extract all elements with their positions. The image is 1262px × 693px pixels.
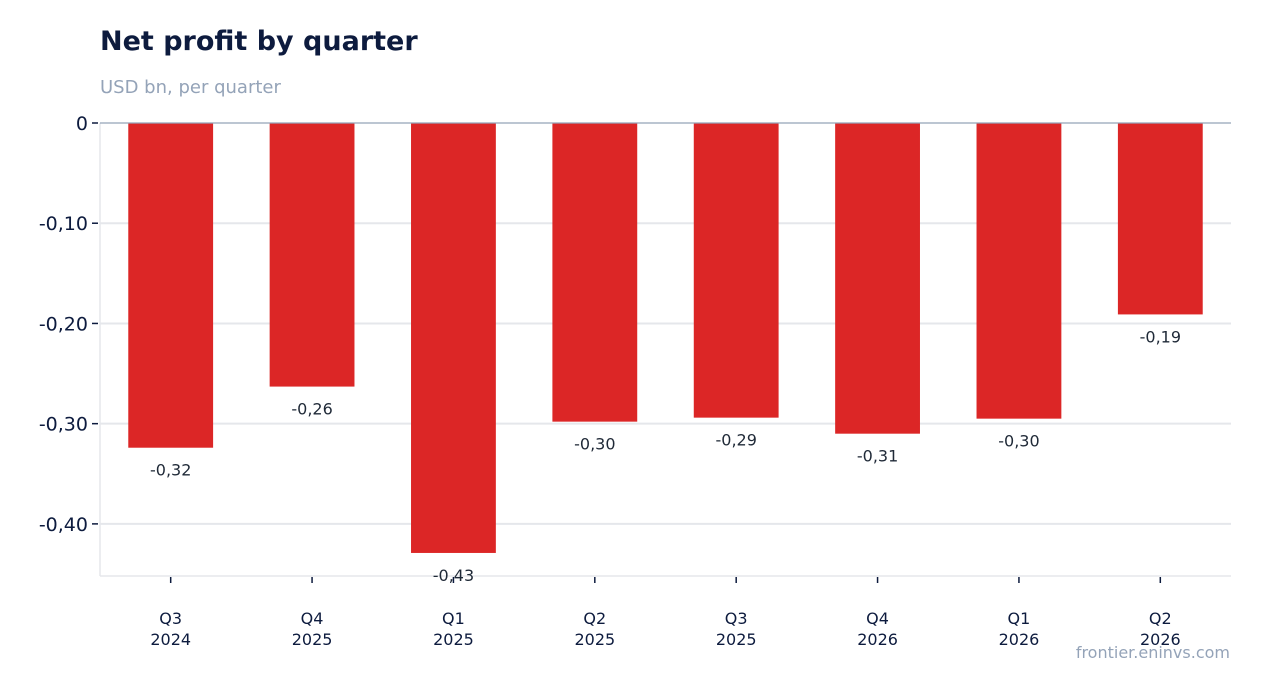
- x-tick-label: Q2: [583, 609, 606, 628]
- bar: [269, 123, 355, 387]
- y-tick-label: -0,20: [39, 313, 88, 335]
- data-label: -0,19: [1140, 327, 1181, 346]
- source-credit: frontier.eninvs.com: [1075, 643, 1230, 662]
- x-tick-label: Q1: [442, 609, 465, 628]
- labels: 0 -0,10 -0,20 -0,30 -0,40 -0,32 Q3 2024 -0,26 Q4 2…: [39, 113, 1181, 649]
- y-tick-label: -0,10: [39, 213, 88, 235]
- bar: [976, 123, 1062, 419]
- x-tick-label: 2025: [574, 630, 615, 649]
- bar: [411, 123, 496, 553]
- x-tick-label: Q3: [725, 609, 748, 628]
- bar: [835, 123, 920, 434]
- chart-title: Net profit by quarter: [100, 26, 418, 57]
- data-label: -0,31: [857, 447, 898, 466]
- chart-subtitle: USD bn, per quarter: [100, 77, 281, 98]
- y-tick-label: 0: [76, 113, 88, 135]
- bar: [693, 123, 779, 418]
- bar: [128, 123, 214, 448]
- data-label: -0,29: [715, 431, 756, 450]
- x-tick-label: Q3: [159, 609, 182, 628]
- data-label: -0,30: [998, 432, 1039, 451]
- data-label: -0,26: [291, 400, 332, 419]
- axes: [92, 122, 1231, 583]
- x-tick-label: 2026: [999, 630, 1040, 649]
- bar: [1117, 123, 1203, 315]
- x-tick-label: 2024: [150, 630, 191, 649]
- x-tick-label: Q2: [1149, 609, 1172, 628]
- bars: [128, 123, 1203, 553]
- data-label: -0,43: [433, 566, 474, 585]
- x-tick-label: 2026: [857, 630, 898, 649]
- x-tick-label: 2026: [1140, 630, 1181, 649]
- x-tick-label: 2025: [716, 630, 757, 649]
- x-tick-label: Q4: [301, 609, 324, 628]
- x-tick-label: Q1: [1008, 609, 1031, 628]
- y-tick-label: -0,40: [39, 514, 88, 536]
- bar: [552, 123, 638, 422]
- x-tick-label: Q4: [866, 609, 889, 628]
- x-tick-label: 2025: [433, 630, 474, 649]
- y-tick-label: -0,30: [39, 414, 88, 436]
- x-tick-label: 2025: [292, 630, 333, 649]
- data-label: -0,32: [150, 461, 191, 480]
- data-label: -0,30: [574, 435, 615, 454]
